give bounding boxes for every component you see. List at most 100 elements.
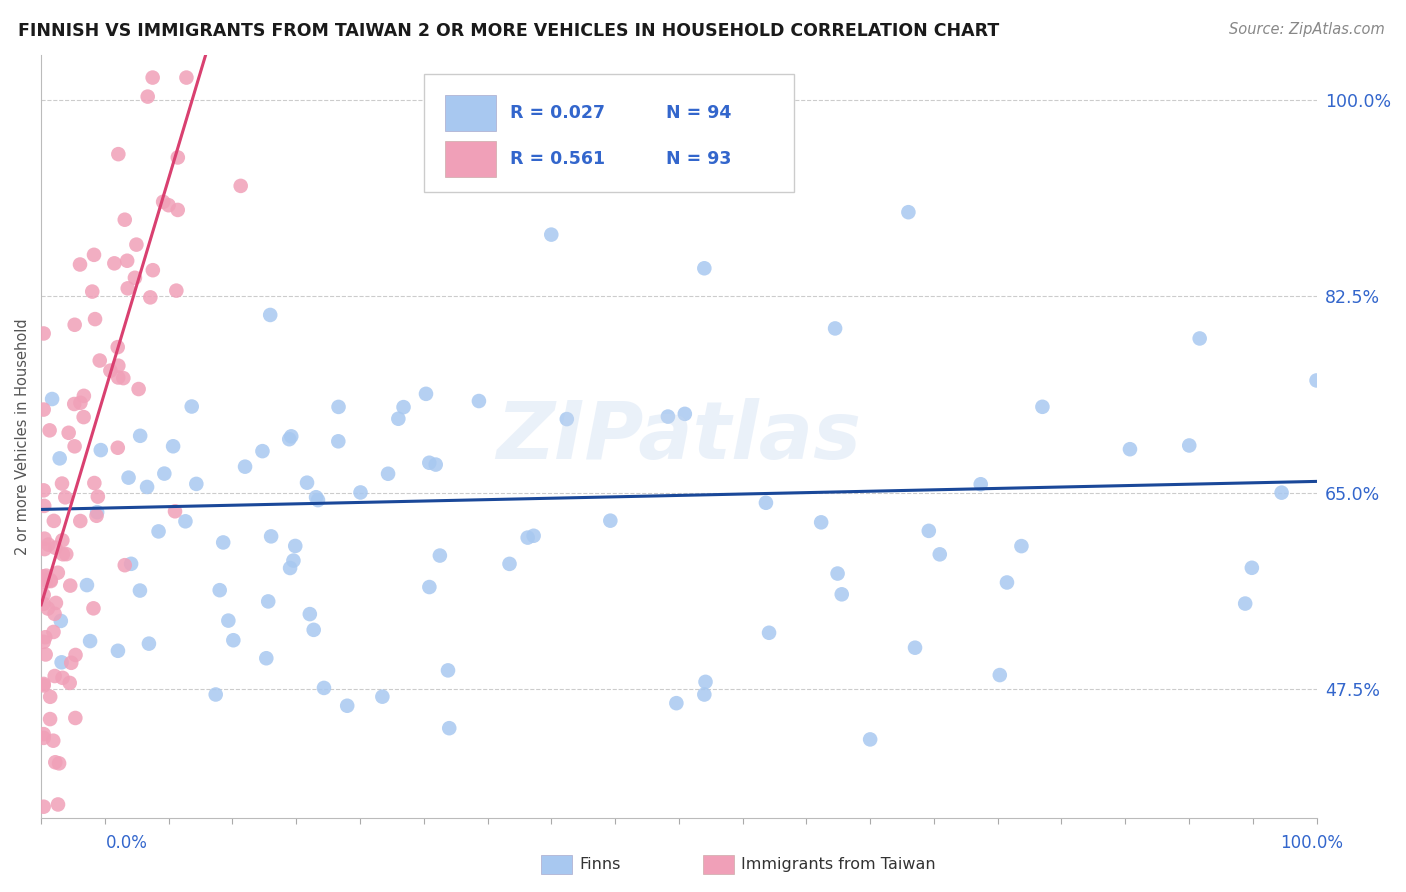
Point <box>124 270 146 285</box>
Point <box>138 637 160 651</box>
Point <box>117 470 139 484</box>
Point <box>51 533 73 548</box>
Point <box>693 261 716 276</box>
Point <box>136 89 159 103</box>
Point <box>63 318 86 332</box>
Point <box>157 198 180 212</box>
Point <box>1240 561 1263 575</box>
Point <box>180 400 202 414</box>
Point <box>540 227 562 242</box>
Point <box>32 402 55 417</box>
Point <box>283 553 305 567</box>
Point <box>89 353 111 368</box>
Point <box>39 712 62 726</box>
Point <box>32 799 55 814</box>
Point <box>142 263 165 277</box>
Point <box>46 566 69 580</box>
Point <box>32 677 55 691</box>
Point <box>166 202 188 217</box>
Point <box>204 688 226 702</box>
Text: 100.0%: 100.0% <box>1279 834 1343 852</box>
Text: Source: ZipAtlas.com: Source: ZipAtlas.com <box>1229 22 1385 37</box>
Text: N = 94: N = 94 <box>666 104 731 122</box>
Point <box>328 400 350 414</box>
Point <box>755 496 778 510</box>
Point <box>307 493 329 508</box>
Point <box>695 674 717 689</box>
Point <box>418 580 440 594</box>
Point <box>83 476 105 491</box>
Point <box>758 625 780 640</box>
Text: FINNISH VS IMMIGRANTS FROM TAIWAN 2 OR MORE VEHICLES IN HOUSEHOLD CORRELATION CH: FINNISH VS IMMIGRANTS FROM TAIWAN 2 OR M… <box>18 22 1000 40</box>
Text: R = 0.027: R = 0.027 <box>510 104 606 122</box>
Point <box>37 601 59 615</box>
Point <box>336 698 359 713</box>
Point <box>657 409 679 424</box>
Point <box>129 429 152 443</box>
Point <box>284 539 307 553</box>
Point <box>65 648 87 662</box>
Point <box>38 423 60 437</box>
Point <box>51 656 73 670</box>
Point <box>83 248 105 262</box>
Point <box>831 587 853 601</box>
Point <box>32 569 55 583</box>
Point <box>166 151 188 165</box>
Point <box>165 284 187 298</box>
Point <box>429 549 451 563</box>
Point <box>392 400 415 414</box>
Point <box>418 456 440 470</box>
Point <box>90 443 112 458</box>
Point <box>1178 438 1201 452</box>
Text: 0.0%: 0.0% <box>105 834 148 852</box>
Point <box>555 412 578 426</box>
Point <box>229 178 252 193</box>
Point <box>148 524 170 539</box>
Point <box>114 212 136 227</box>
Point <box>371 690 394 704</box>
Point <box>387 411 409 425</box>
Point <box>468 394 491 409</box>
Bar <box>446 95 496 131</box>
Point <box>35 568 58 582</box>
Point <box>115 253 138 268</box>
Point <box>53 491 76 505</box>
Point <box>278 432 301 446</box>
Point <box>42 514 65 528</box>
Point <box>86 508 108 523</box>
Point <box>107 370 129 384</box>
Point <box>437 664 460 678</box>
Text: ZIPatlas: ZIPatlas <box>496 398 862 475</box>
Point <box>86 505 108 519</box>
Point <box>32 573 55 587</box>
Point <box>59 578 82 592</box>
Point <box>107 340 129 354</box>
Point <box>103 256 125 270</box>
Point <box>439 721 461 735</box>
Point <box>995 575 1018 590</box>
Point <box>32 499 55 513</box>
Point <box>305 490 328 504</box>
Point <box>73 389 96 403</box>
Point <box>41 392 63 406</box>
Point <box>69 396 91 410</box>
Point <box>117 281 139 295</box>
Y-axis label: 2 or more Vehicles in Household: 2 or more Vehicles in Household <box>15 318 30 555</box>
Point <box>665 696 688 710</box>
Point <box>824 321 846 335</box>
Point <box>45 596 67 610</box>
Point <box>599 514 621 528</box>
Point <box>129 583 152 598</box>
Point <box>44 607 66 621</box>
Point <box>186 476 208 491</box>
Point <box>1031 400 1053 414</box>
Point <box>415 387 437 401</box>
Point <box>52 547 75 561</box>
Text: N = 93: N = 93 <box>666 150 731 168</box>
Point <box>278 561 301 575</box>
Point <box>523 529 546 543</box>
Point <box>32 597 55 611</box>
Point <box>970 477 993 491</box>
Point <box>34 542 56 557</box>
Point <box>34 532 56 546</box>
